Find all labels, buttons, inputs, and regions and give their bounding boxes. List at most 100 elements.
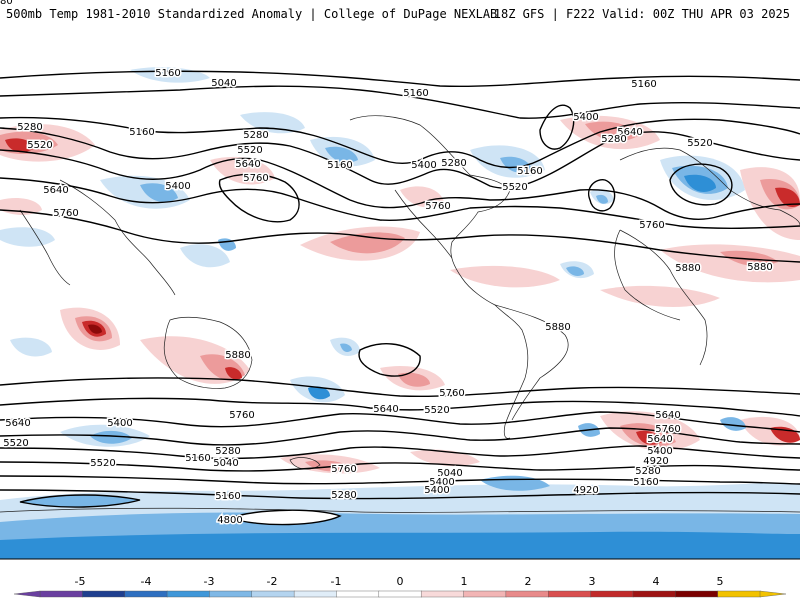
anomaly-region: [325, 146, 358, 163]
legend-tick-label: 3: [589, 575, 596, 588]
legend-tick-label: 0: [397, 575, 404, 588]
anomaly-region: [210, 156, 275, 185]
anomaly-region: [240, 112, 305, 134]
contour-label: 4920: [0, 0, 13, 7]
contour-line: [0, 411, 800, 433]
contour-label: 5280: [441, 158, 466, 169]
contour-line: [227, 509, 342, 526]
coastline: [163, 317, 253, 389]
contour-line: [358, 343, 421, 377]
legend-tick-label: -1: [331, 575, 342, 588]
anomaly-region: [330, 232, 405, 254]
anomaly-region: [636, 430, 662, 445]
legend-tick-label: -4: [141, 575, 152, 588]
legend-swatch: [124, 590, 168, 598]
coastline: [394, 189, 453, 259]
legend-tick-label: -5: [75, 575, 86, 588]
anomaly-region: [775, 187, 800, 207]
anomaly-region: [20, 495, 140, 508]
contour-label: 4920: [643, 456, 668, 467]
contour-line: [0, 489, 800, 500]
contour-line: [0, 127, 800, 189]
contour-label: 5160: [327, 160, 352, 171]
contour-line: [19, 494, 141, 508]
contour-label: 5160: [129, 127, 154, 138]
contour-label: 5640: [655, 410, 680, 421]
anomaly-region: [5, 138, 35, 153]
legend-swatch: [463, 590, 507, 598]
contour-label: 5280: [331, 490, 356, 501]
contour-label: 5880: [545, 322, 570, 333]
contour-line: [588, 179, 616, 212]
legend-swatch: [378, 590, 422, 598]
legend-swatch: [675, 590, 719, 598]
coastline: [19, 209, 71, 286]
model-run-info: 18Z GFS | F222 Valid: 00Z THU APR 03 202…: [493, 7, 790, 21]
contour-label: 5280: [635, 466, 660, 477]
contour-line: [0, 209, 800, 263]
contour-line: [539, 104, 575, 150]
anomaly-region: [0, 531, 800, 559]
contour-label: 5400: [573, 112, 598, 123]
legend-swatch: [590, 590, 634, 598]
anomaly-region: [90, 430, 132, 444]
contour-label: 5520: [3, 438, 28, 449]
contour-label: 5520: [237, 145, 262, 156]
contour-label: 5160: [155, 68, 180, 79]
contour-label: 5520: [687, 138, 712, 149]
legend-swatch: [293, 590, 338, 598]
contour-label: 5160: [633, 477, 658, 488]
coastline: [619, 147, 800, 226]
contour-label: 5640: [373, 404, 398, 415]
contour-label: 5160: [185, 453, 210, 464]
legend-swatch: [632, 590, 676, 598]
contour-label: 5760: [53, 208, 78, 219]
coastline: [619, 229, 708, 366]
legend-tick-label: 4: [653, 575, 660, 588]
contour-label: 5280: [17, 122, 42, 133]
header: 500mb Temp 1981-2010 Standardized Anomal…: [0, 0, 800, 40]
contour-label: 5400: [107, 418, 132, 429]
coastline: [289, 457, 321, 470]
contour-label: 5880: [747, 262, 772, 273]
anomaly-region: [720, 417, 746, 431]
legend-tick-label: -3: [204, 575, 215, 588]
map-title: 500mb Temp 1981-2010 Standardized Anomal…: [6, 7, 498, 21]
contour-line: [0, 149, 800, 220]
coastlines: [0, 115, 800, 513]
anomaly-region: [400, 186, 444, 208]
contour-line: [0, 445, 800, 460]
legend-tick-labels: -5 -4 -3 -2 -1 0 1 2 3 4 5: [75, 575, 724, 588]
legend-swatch: [251, 590, 295, 598]
contour-label: 5280: [601, 134, 626, 145]
contour-line: [0, 475, 800, 485]
legend-swatch: [39, 590, 84, 598]
anomaly-region: [600, 285, 720, 308]
contour-label: 5160: [631, 79, 656, 90]
contour-line: [0, 461, 800, 472]
legend-swatch: [336, 590, 380, 598]
anomaly-region: [500, 156, 532, 173]
legend-tick-label: 2: [525, 575, 532, 588]
contour-label: 5880: [225, 350, 250, 361]
contour-label: 5520: [502, 182, 527, 193]
contour-label: 5400: [429, 477, 454, 488]
anomaly-region: [596, 194, 608, 204]
contour-label: 5640: [617, 127, 642, 138]
anomaly-shading: [0, 67, 800, 559]
contour-label: 5640: [235, 159, 260, 170]
contour-label: 5760: [439, 388, 464, 399]
contour-line: [0, 397, 800, 417]
contour-line: [0, 70, 800, 87]
anomaly-region: [684, 174, 716, 192]
contour-label: 5640: [5, 418, 30, 429]
contour-label: 5640: [647, 434, 672, 445]
legend-swatch: [166, 590, 211, 598]
contour-label: 5640: [43, 185, 68, 196]
contour-label: 5400: [647, 446, 672, 457]
contour-label: 4800: [217, 515, 242, 526]
contour-label: 5280: [243, 130, 268, 141]
color-legend: -5 -4 -3 -2 -1 0 1 2 3 4 5: [13, 575, 787, 598]
